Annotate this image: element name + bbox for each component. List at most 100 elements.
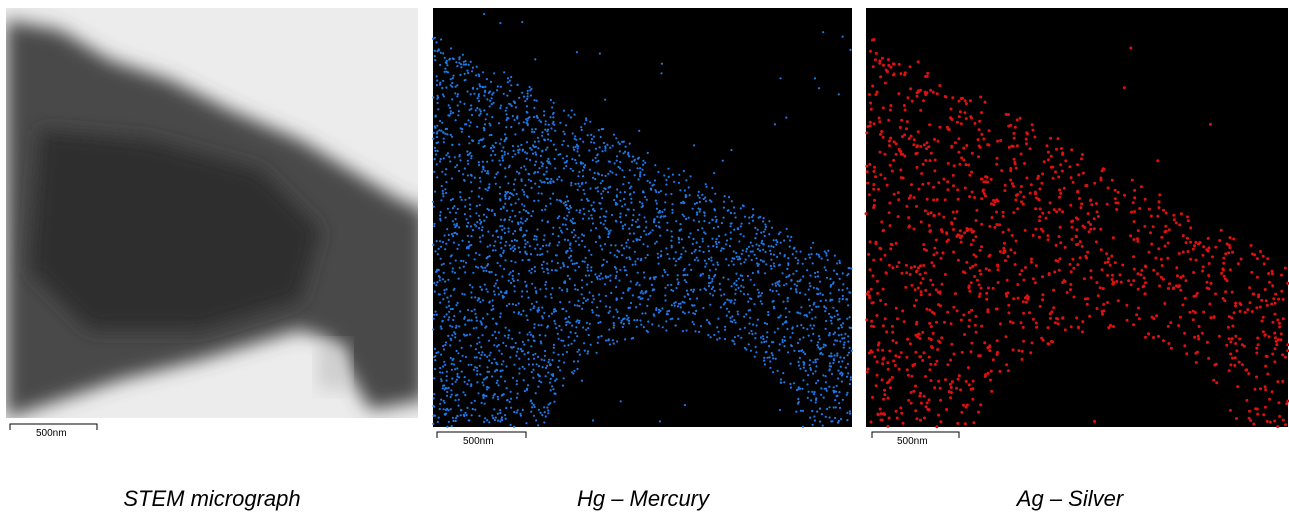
dot	[543, 173, 545, 175]
dot	[654, 189, 656, 191]
dot	[470, 155, 472, 157]
dot	[458, 399, 460, 401]
dot	[889, 247, 892, 250]
dot	[537, 192, 539, 194]
dot	[775, 244, 777, 246]
dot	[442, 131, 444, 133]
dot	[811, 410, 813, 412]
dot	[464, 316, 466, 318]
dot	[710, 260, 712, 262]
dot	[630, 202, 632, 204]
dot	[526, 290, 528, 292]
dot	[779, 77, 781, 79]
dot	[814, 419, 816, 421]
dot	[977, 411, 980, 414]
dot	[452, 75, 454, 77]
dot	[513, 411, 515, 413]
dot	[766, 336, 768, 338]
dot	[881, 349, 884, 352]
dot	[879, 75, 882, 78]
dot	[433, 132, 435, 134]
dot	[614, 266, 616, 268]
dot	[545, 205, 547, 207]
dot	[473, 327, 475, 329]
dot	[501, 363, 503, 365]
dot	[434, 116, 436, 118]
dot	[1214, 246, 1217, 249]
dot	[964, 186, 967, 189]
dot	[503, 219, 505, 221]
dot	[898, 368, 901, 371]
dot	[1188, 311, 1191, 314]
dot	[479, 223, 481, 225]
dot	[543, 406, 545, 408]
dot	[684, 296, 686, 298]
dot	[609, 274, 611, 276]
dot	[627, 239, 629, 241]
dot	[645, 226, 647, 228]
dot	[910, 391, 913, 394]
dot	[817, 275, 819, 277]
dot	[670, 284, 672, 286]
dot	[470, 345, 472, 347]
dot	[833, 354, 835, 356]
dot	[753, 284, 755, 286]
dot	[578, 154, 580, 156]
dot	[1239, 302, 1242, 305]
dot	[464, 60, 466, 62]
dot	[816, 411, 818, 413]
dot	[1273, 332, 1276, 335]
dot	[452, 77, 454, 79]
dot	[1041, 172, 1044, 175]
dot	[550, 140, 552, 142]
dot	[1260, 320, 1263, 323]
dot	[600, 273, 602, 275]
dot	[979, 146, 982, 149]
dot	[539, 334, 541, 336]
dot	[556, 199, 558, 201]
dot	[469, 204, 471, 206]
dot	[1282, 317, 1285, 320]
dot	[595, 148, 597, 150]
dot	[504, 151, 506, 153]
dot	[488, 186, 490, 188]
dot	[583, 193, 585, 195]
dot	[566, 155, 568, 157]
dot	[533, 99, 535, 101]
dot	[1175, 266, 1178, 269]
dot	[935, 288, 938, 291]
dot	[499, 143, 501, 145]
dot	[1090, 203, 1093, 206]
dot	[746, 248, 748, 250]
dot	[624, 338, 626, 340]
dot	[815, 382, 817, 384]
dot	[773, 265, 775, 267]
dot	[494, 419, 496, 421]
dot	[1058, 208, 1061, 211]
dot	[771, 283, 773, 285]
dot	[1218, 239, 1221, 242]
dot	[972, 239, 975, 242]
dot	[527, 196, 529, 198]
dot	[715, 216, 717, 218]
dot	[694, 313, 696, 315]
dot	[616, 249, 618, 251]
dot	[905, 205, 908, 208]
dot	[1257, 343, 1260, 346]
dot	[1020, 153, 1023, 156]
dot	[770, 265, 772, 267]
dot	[619, 161, 621, 163]
dot	[597, 153, 599, 155]
dot	[1133, 268, 1136, 271]
dot	[550, 364, 552, 366]
dot	[723, 217, 725, 219]
dot	[666, 229, 668, 231]
dot	[522, 149, 524, 151]
dot	[446, 128, 448, 130]
dot	[615, 244, 617, 246]
dot	[1016, 283, 1019, 286]
dot	[568, 211, 570, 213]
dot	[899, 150, 902, 153]
dot	[705, 289, 707, 291]
dot	[933, 312, 936, 315]
